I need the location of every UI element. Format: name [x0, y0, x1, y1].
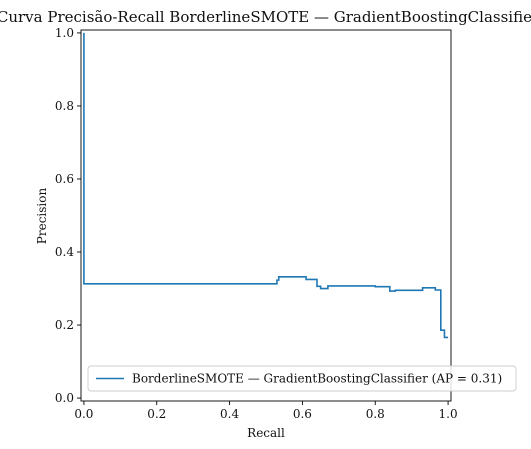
- x-tick-label: 0.4: [220, 407, 239, 421]
- legend-label: BorderlineSMOTE — GradientBoostingClassi…: [132, 372, 502, 386]
- y-tick-label: 0.4: [55, 245, 74, 259]
- y-tick-label: 0.8: [55, 99, 74, 113]
- y-tick-label: 0.0: [55, 391, 74, 405]
- plot-area: 0.0 0.2 0.4 0.6 0.8 1.0 0.0 0.2 0.4 0.6 0.8 1.0: [55, 26, 458, 421]
- plot-frame: [80, 29, 452, 402]
- y-axis-label: Precision: [35, 188, 49, 245]
- x-tick-label: 0.8: [366, 407, 385, 421]
- y-tick-label: 0.2: [55, 318, 74, 332]
- x-tick-label: 0.2: [147, 407, 166, 421]
- y-tick-label: 0.6: [55, 172, 74, 186]
- x-axis-label: Recall: [247, 426, 285, 440]
- pr-curve-line: [83, 32, 449, 339]
- x-tick-label: 1.0: [439, 407, 458, 421]
- x-tick-label: 0.6: [293, 407, 312, 421]
- x-tick-label: 0.0: [74, 407, 93, 421]
- chart-title: Curva Precisão-Recall BorderlineSMOTE — …: [0, 8, 531, 26]
- legend: BorderlineSMOTE — GradientBoostingClassi…: [87, 365, 517, 392]
- legend-box: [87, 365, 517, 392]
- y-tick-label: 1.0: [55, 26, 74, 40]
